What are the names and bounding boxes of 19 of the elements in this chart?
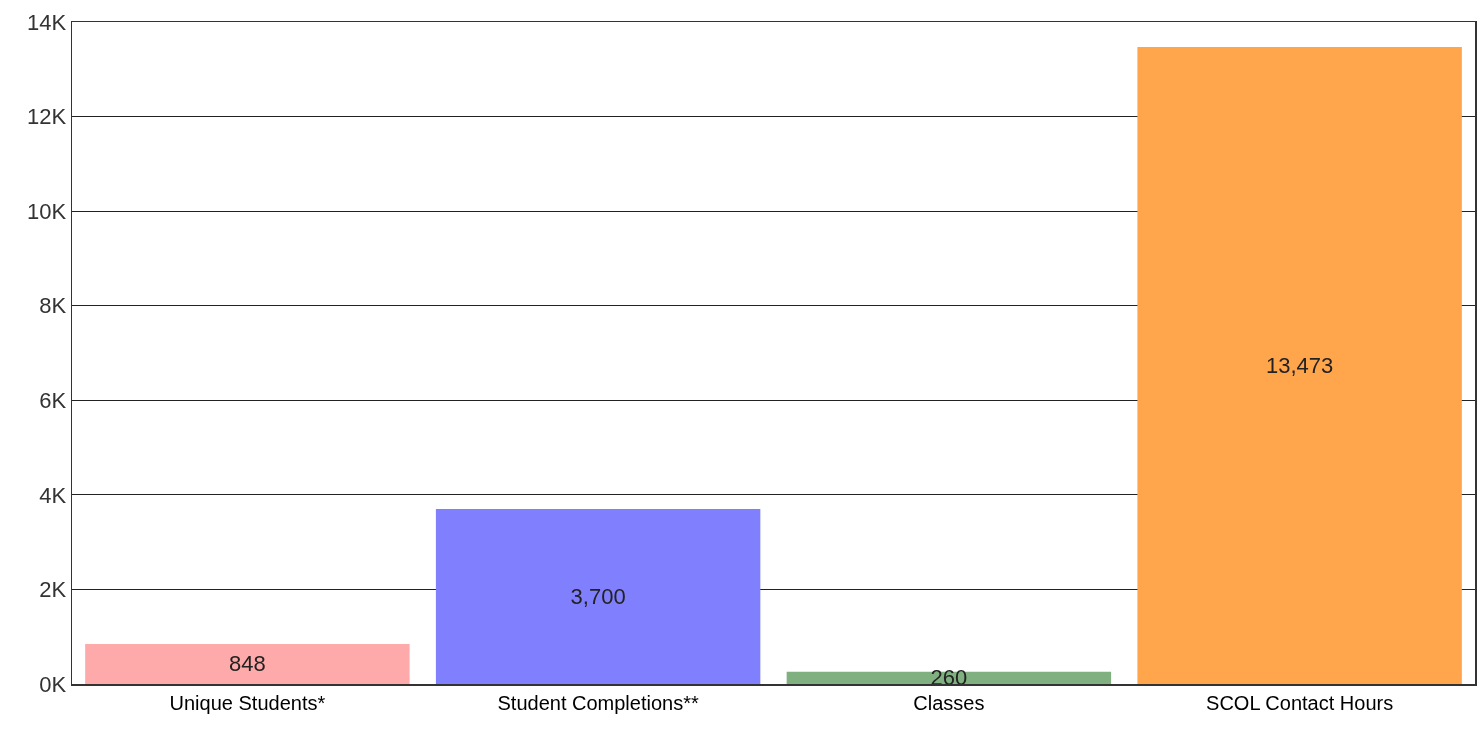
y-tick-label: 0K	[39, 671, 67, 697]
data-label: 3,700	[570, 584, 626, 610]
data-label: 848	[229, 651, 266, 677]
bar	[1137, 46, 1462, 684]
x-tick-label: Classes	[913, 691, 985, 714]
y-tick-label: 6K	[39, 387, 67, 413]
x-tick-label: SCOL Contact Hours	[1206, 691, 1394, 714]
data-label: 13,473	[1265, 352, 1334, 378]
y-tick-label: 8K	[39, 293, 67, 319]
y-tick-label: 12K	[26, 104, 67, 130]
x-tick-label: Unique Students*	[169, 691, 326, 714]
y-tick-label: 4K	[39, 482, 67, 508]
bar	[786, 671, 1112, 684]
y-tick-label: 10K	[26, 198, 67, 224]
bar	[435, 509, 761, 684]
y-tick-label: 14K	[26, 9, 67, 35]
bar	[85, 643, 410, 684]
x-tick-label: Student Completions**	[497, 691, 699, 714]
y-tick-label: 2K	[39, 577, 67, 603]
